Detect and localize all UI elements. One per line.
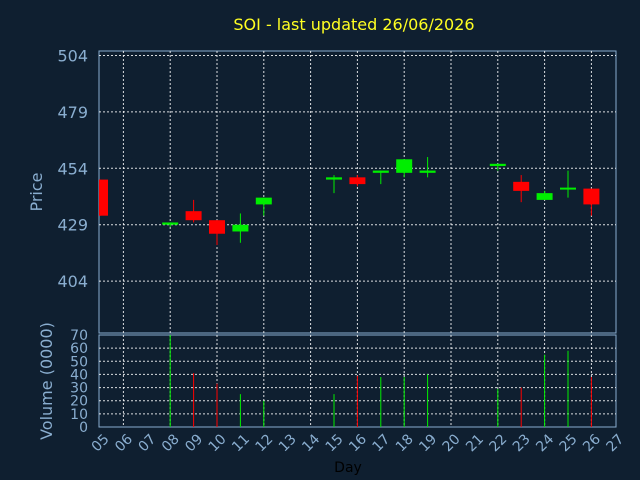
volume-bars: [169, 335, 592, 427]
price-tick-label: 454: [57, 159, 88, 178]
candle-body: [209, 220, 225, 234]
candle-body: [560, 187, 576, 190]
candle-body: [583, 188, 600, 205]
candle-body: [255, 197, 272, 205]
volume-tick-label: 70: [70, 328, 88, 344]
price-tick-label: 429: [57, 216, 88, 235]
price-y-ticks: 404 429 454 479 504: [57, 47, 88, 292]
candle-body: [185, 211, 202, 221]
candle-body: [162, 222, 179, 225]
price-axis-label: Price: [27, 172, 46, 211]
volume-tick-label: 10: [70, 407, 88, 423]
candle-body: [419, 170, 436, 173]
candle-body: [326, 177, 342, 180]
price-tick-label: 504: [57, 47, 88, 66]
x-axis-label: Day: [334, 460, 362, 476]
candle-body: [513, 181, 530, 191]
volume-tick-label: 60: [70, 341, 88, 357]
chart-title: SOI - last updated 26/06/2026: [233, 15, 474, 34]
x-axis-ticks: 05 06 07 08 09 10 11 12 13 14 15 16 17 18 19 20 21 22 23 24…: [89, 431, 628, 455]
volume-tick-label: 50: [70, 354, 88, 370]
candles: [99, 157, 600, 246]
candle-body: [536, 193, 553, 200]
candle-body: [396, 159, 413, 173]
candle-body: [232, 224, 249, 232]
price-tick-label: 479: [57, 103, 88, 122]
price-tick-label: 404: [57, 272, 88, 291]
volume-tick-label: 40: [70, 367, 88, 383]
volume-tick-label: 30: [70, 381, 88, 397]
candle-body: [372, 170, 389, 173]
candle-body: [489, 163, 506, 167]
volume-tick-label: 0: [79, 420, 88, 436]
volume-axis-label: Volume (0000): [37, 322, 56, 440]
volume-tick-label: 20: [70, 394, 88, 410]
candle-body: [99, 179, 108, 216]
candle-body: [349, 177, 366, 185]
